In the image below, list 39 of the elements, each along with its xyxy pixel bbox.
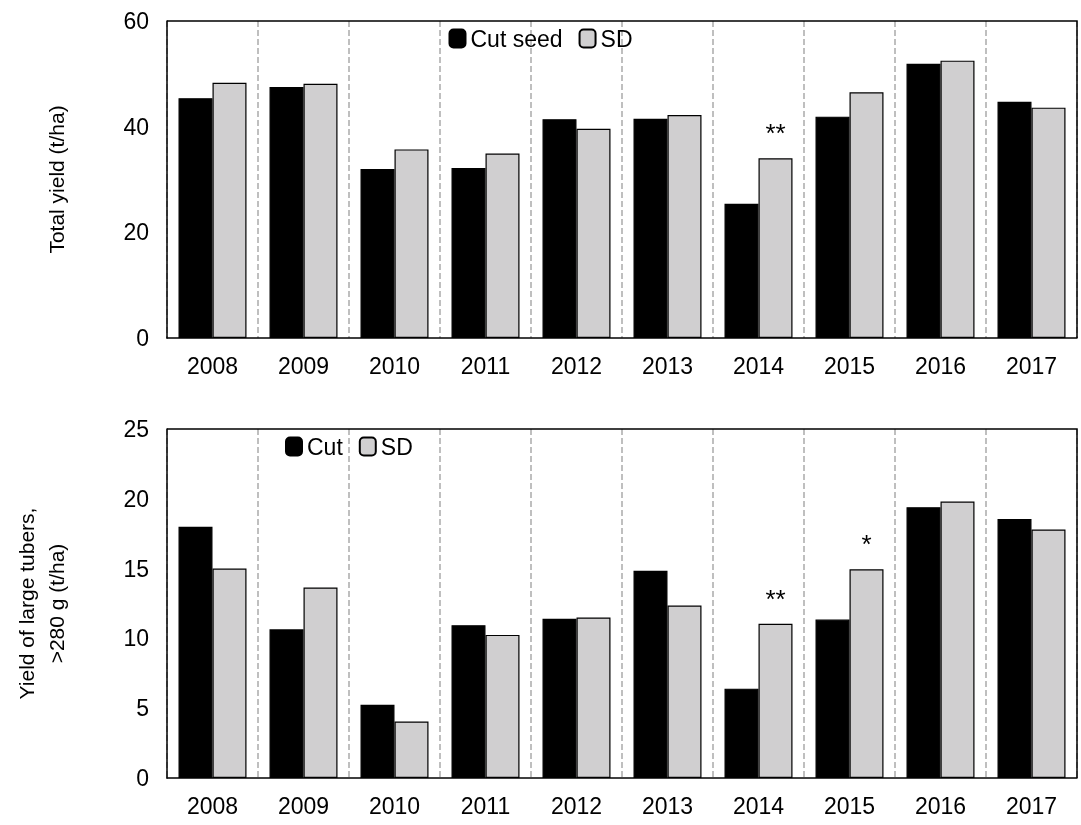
x-tick-label: 2014 [732, 352, 785, 379]
legend-label: Cut [307, 433, 344, 460]
x-tick-label: 2014 [732, 792, 785, 819]
y-axis-title: Total yield (t/ha) [44, 105, 68, 254]
x-tick-label: 2010 [368, 792, 421, 819]
x-tick-label: 2011 [460, 352, 511, 379]
x-tick-label: 2015 [823, 352, 876, 379]
y-tick-label: 5 [136, 695, 149, 722]
annotation: * [861, 529, 872, 560]
legend-label: SD [380, 433, 413, 460]
x-tick-label: 2011 [460, 792, 511, 819]
y-tick-label: 60 [123, 8, 149, 34]
y-tick-label: 25 [123, 416, 149, 442]
annotation: ** [765, 118, 786, 149]
x-tick-label: 2012 [550, 792, 603, 819]
x-tick-label: 2010 [368, 352, 421, 379]
y-tick-label: 0 [136, 765, 149, 791]
y-tick-label: 40 [123, 113, 149, 140]
x-tick-label: 2013 [641, 792, 694, 819]
x-tick-label: 2013 [641, 352, 694, 379]
legend-label: Cut seed [470, 25, 563, 52]
y-tick-label: 20 [123, 219, 149, 246]
x-tick-label: 2008 [186, 352, 239, 379]
legend-label: SD [600, 25, 633, 52]
y-tick-label: 0 [136, 325, 149, 351]
x-tick-label: 2016 [914, 792, 967, 819]
x-tick-label: 2015 [823, 792, 876, 819]
x-tick-label: 2009 [277, 792, 330, 819]
y-tick-label: 15 [123, 555, 149, 582]
x-tick-label: 2016 [914, 352, 967, 379]
x-tick-label: 2012 [550, 352, 603, 379]
annotation: ** [765, 583, 786, 614]
y-tick-label: 10 [123, 625, 149, 652]
x-tick-label: 2009 [277, 352, 330, 379]
y-axis-title: Yield of large tubers, >280 g (t/ha) [14, 507, 68, 700]
x-tick-label: 2017 [1005, 792, 1058, 819]
y-tick-label: 20 [123, 485, 149, 512]
x-tick-label: 2017 [1005, 352, 1058, 379]
x-tick-label: 2008 [186, 792, 239, 819]
